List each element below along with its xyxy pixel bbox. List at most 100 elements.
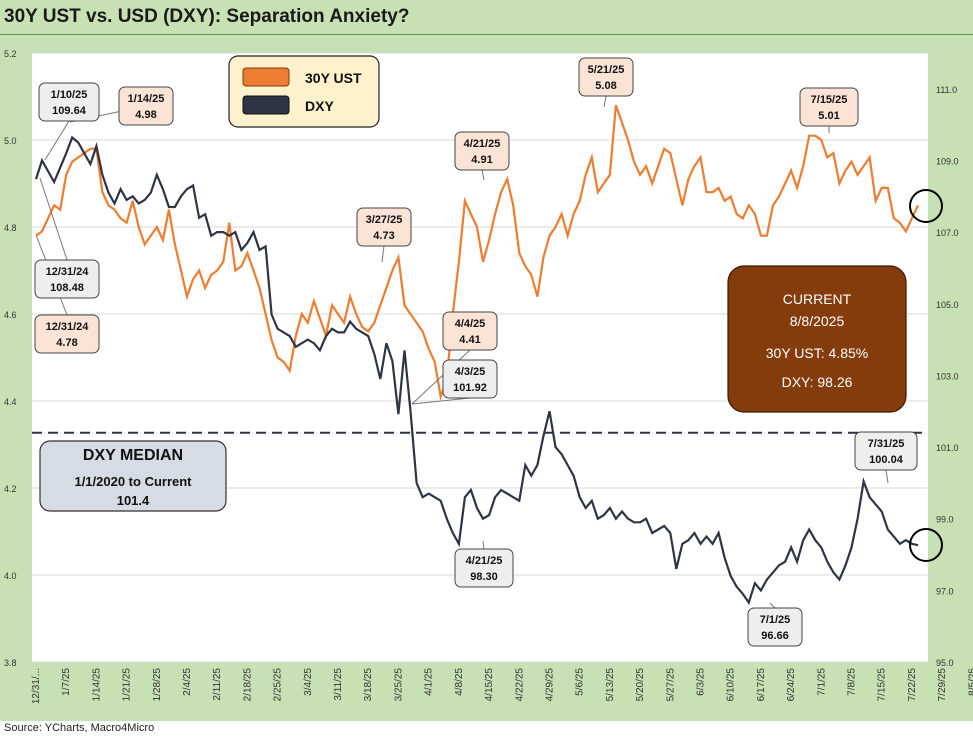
callout-box (356, 207, 412, 247)
callout-value: 109.64 (52, 105, 87, 117)
right-tick-label: 111.0 (936, 85, 957, 95)
legend: 30Y UST DXY (228, 55, 380, 128)
left-axis-ticks: 3.8 4.0 4.2 4.4 4.6 4.8 5.0 5.2 (4, 49, 17, 668)
left-tick-label: 4.4 (4, 397, 17, 407)
ust-series-line (35, 104, 919, 401)
callout: 12/31/24 4.78 (34, 314, 100, 354)
left-tick-label: 4.8 (4, 223, 17, 233)
x-tick-label: 4/1/25 (424, 668, 435, 696)
x-tick-label: 6/17/25 (756, 668, 767, 702)
right-tick-label: 103.0 (936, 371, 959, 381)
x-tick-label: 6/3/25 (695, 668, 706, 696)
callout-date: 7/15/25 (811, 94, 848, 106)
callout-leader (885, 469, 889, 484)
callout-box (34, 259, 100, 299)
left-tick-label: 5.0 (4, 136, 17, 146)
callout-box (854, 431, 918, 471)
x-tick-label: 5/20/25 (635, 668, 646, 702)
callout-box (454, 548, 514, 588)
callout-value: 5.08 (595, 80, 616, 92)
x-tick-label: 3/25/25 (393, 668, 404, 702)
callout-box (118, 86, 174, 126)
callout-value: 4.91 (471, 154, 492, 166)
callout-value: 98.30 (470, 571, 498, 583)
x-tick-label: 8/5/25 (967, 668, 973, 696)
current-box-bg (727, 265, 907, 413)
x-tick-label: 7/8/25 (847, 668, 858, 696)
left-tick-label: 4.2 (4, 484, 17, 494)
callout-value: 4.78 (56, 337, 77, 349)
callout-date: 4/21/25 (466, 555, 503, 567)
x-tick-label: 12/31/... (31, 668, 42, 704)
callout: 4/4/25 4.41 (442, 311, 498, 351)
x-tick-label: 7/1/25 (816, 668, 827, 696)
callout: 4/3/25 101.92 (442, 359, 498, 399)
x-tick-label: 3/4/25 (303, 668, 314, 696)
x-tick-label: 1/21/25 (122, 668, 133, 702)
callout-date: 4/21/25 (464, 138, 501, 150)
callout-leader (411, 349, 471, 405)
dxy-series-line (34, 135, 919, 605)
callout-date: 12/31/24 (46, 266, 90, 278)
callout: 4/21/25 4.91 (454, 131, 510, 171)
right-tick-label: 99.0 (936, 515, 954, 525)
callout-leader (603, 95, 607, 108)
callout-leader (39, 177, 68, 261)
x-tick-label: 2/25/25 (273, 668, 284, 702)
right-axis-ticks: 95.0 97.0 99.0 101.0 103.0 105.0 107.0 109.0 111… (936, 85, 959, 668)
median-box-bg (39, 440, 227, 512)
median-value: 101.4 (117, 493, 150, 508)
x-tick-label: 1/7/25 (61, 668, 72, 696)
right-tick-label: 107.0 (936, 228, 959, 238)
callout-box (454, 131, 510, 171)
left-tick-label: 4.6 (4, 310, 17, 320)
left-tick-label: 4.0 (4, 571, 17, 581)
callout-leader (411, 397, 471, 405)
median-box: DXY MEDIAN 1/1/2020 to Current 101.4 (39, 440, 227, 512)
left-tick-label: 3.8 (4, 658, 17, 668)
callout-value: 4.73 (373, 230, 394, 242)
legend-dxy-swatch (242, 95, 290, 115)
x-tick-label: 7/22/25 (907, 668, 918, 702)
legend-ust-label: 30Y UST (305, 70, 362, 86)
x-tick-label: 7/15/25 (877, 668, 888, 702)
left-tick-label: 5.2 (4, 49, 17, 59)
callout-leader (381, 245, 385, 263)
callout-date: 12/31/24 (46, 321, 90, 333)
x-tick-label: 3/18/25 (363, 668, 374, 702)
current-ust: 30Y UST: 4.85% (766, 345, 868, 361)
right-tick-label: 109.0 (936, 156, 959, 166)
callout: 1/10/25 109.64 (38, 82, 100, 122)
callout-date: 1/10/25 (51, 89, 88, 101)
callout: 1/14/25 4.98 (118, 86, 174, 126)
callout: 7/31/25 100.04 (854, 431, 918, 471)
callout-leader (481, 169, 485, 181)
right-tick-label: 105.0 (936, 300, 959, 310)
x-tick-label: 6/24/25 (786, 668, 797, 702)
callout: 4/21/25 98.30 (454, 548, 514, 588)
callout: 12/31/24 108.48 (34, 259, 100, 299)
x-tick-label: 1/14/25 (91, 668, 102, 702)
current-date: 8/8/2025 (790, 313, 845, 329)
x-tick-label: 7/29/25 (937, 668, 948, 702)
dxy-end-highlight-circle (909, 528, 943, 562)
right-tick-label: 95.0 (936, 658, 954, 668)
callout-date: 7/1/25 (760, 614, 791, 626)
x-tick-label: 4/29/25 (544, 668, 555, 702)
x-tick-label: 2/18/25 (242, 668, 253, 702)
chart: 3.8 4.0 4.2 4.4 4.6 4.8 5.0 5.2 95.0 97.0 99.0 101… (0, 35, 973, 721)
callout-box (38, 82, 100, 122)
legend-box (228, 55, 380, 128)
x-tick-label: 5/13/25 (605, 668, 616, 702)
x-tick-label: 1/28/25 (152, 668, 163, 702)
callout: 5/21/25 5.08 (578, 57, 634, 97)
current-dxy: DXY: 98.26 (782, 374, 853, 390)
callout-date: 7/31/25 (868, 438, 905, 450)
callout-value: 4.98 (135, 109, 156, 121)
legend-dxy-label: DXY (305, 98, 334, 114)
current-box: CURRENT 8/8/2025 30Y UST: 4.85% DXY: 98.… (727, 265, 907, 413)
median-heading: DXY MEDIAN (83, 447, 183, 464)
x-tick-label: 4/15/25 (484, 668, 495, 702)
callout-value: 100.04 (869, 454, 904, 466)
callout-leader (769, 602, 776, 609)
